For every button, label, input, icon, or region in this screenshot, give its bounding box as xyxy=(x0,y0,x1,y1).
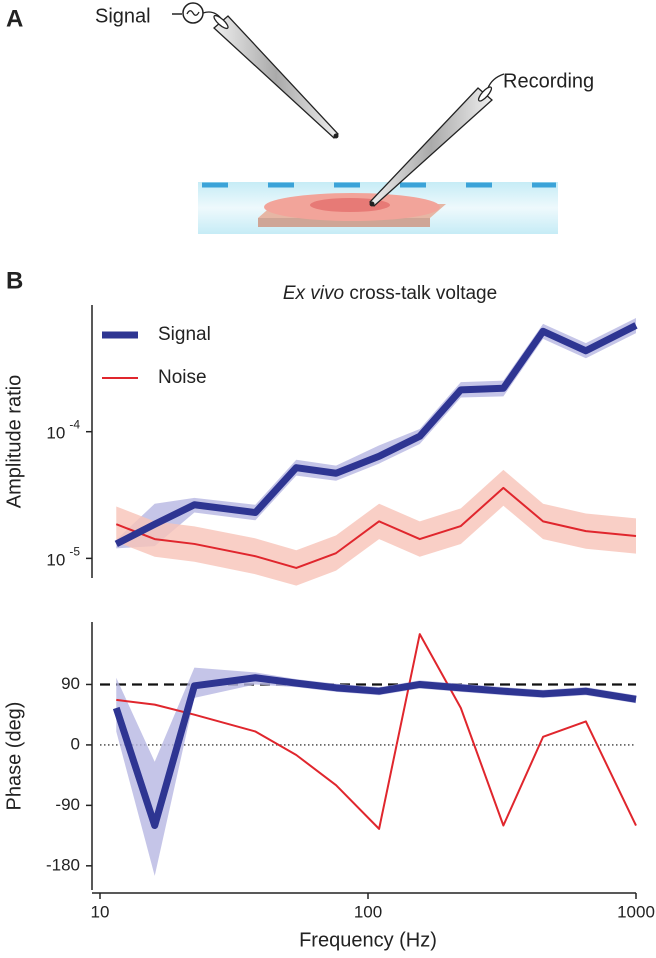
title: cross-talk voltage xyxy=(349,283,497,304)
signal-label: Signal xyxy=(95,5,151,27)
diagram xyxy=(172,2,558,234)
title-italic: Ex vivo xyxy=(283,283,344,304)
panel-label: B xyxy=(6,267,23,294)
series-line xyxy=(114,322,638,548)
y-tick-label: 90 xyxy=(61,674,80,693)
series-line xyxy=(112,674,637,830)
x-tick-label: 10 xyxy=(91,902,110,921)
tick-base: 10 xyxy=(46,424,65,443)
tick-exponent: -5 xyxy=(69,545,80,559)
legend-label: Signal xyxy=(158,324,211,345)
series-line xyxy=(116,633,637,830)
x-tick-label: 1000 xyxy=(617,902,655,921)
x-axis-label: Frequency (Hz) xyxy=(299,929,437,951)
legend-label: Noise xyxy=(158,367,207,388)
y-tick-label: 0 xyxy=(71,734,80,753)
y-tick-label: 10 -4 xyxy=(46,418,80,443)
series-line xyxy=(115,486,637,569)
y-tick-label: 10 -5 xyxy=(46,545,80,570)
y-tick-label: -90 xyxy=(55,795,80,814)
y-tick-label: -180 xyxy=(46,855,80,874)
y-axis-label: Amplitude ratio xyxy=(3,375,25,508)
y-axis-label: Phase (deg) xyxy=(3,702,25,811)
error-band xyxy=(116,469,636,586)
tick-base: 10 xyxy=(46,551,65,570)
tick-exponent: -4 xyxy=(69,418,80,432)
chart-title: Ex vivo cross-talk voltage xyxy=(283,283,497,304)
x-tick-label: 100 xyxy=(354,902,382,921)
panel-label: A xyxy=(6,5,23,32)
recording-label: Recording xyxy=(503,70,594,92)
